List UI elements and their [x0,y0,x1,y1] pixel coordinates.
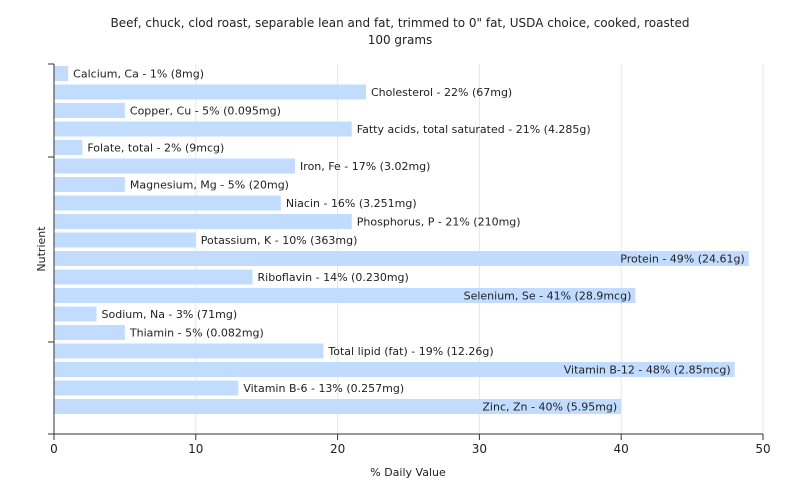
bar-label: Sodium, Na - 3% (71mg) [102,308,238,321]
bar-label: Vitamin B-12 - 48% (2.85mcg) [564,364,731,377]
bar [54,306,97,322]
axes: 0 10 20 30 40 50 [48,63,771,456]
bar [54,177,125,192]
x-tick-label: 0 [50,442,58,456]
y-axis-title: Nutrient [35,226,48,272]
x-tick-label: 40 [614,442,629,456]
bar [54,84,366,100]
bar-label: Protein - 49% (24.61g) [620,253,745,266]
bar [54,232,196,248]
bar-label: Potassium, K - 10% (363mg) [201,234,358,247]
bar-label: Cholesterol - 22% (67mg) [371,86,512,99]
bar [54,325,125,340]
bar [54,399,622,414]
x-axis-title: % Daily Value [370,466,446,479]
x-tick-label: 20 [330,442,345,456]
bar-label: Copper, Cu - 5% (0.095mg) [130,105,281,118]
bar [54,362,735,377]
chart-title: Beef, chuck, clod roast, separable lean … [111,16,690,30]
bar-label: Magnesium, Mg - 5% (20mg) [130,179,289,192]
bar-label: Selenium, Se - 41% (28.9mcg) [464,290,632,303]
bar [54,195,281,211]
bar-label: Vitamin B-6 - 13% (0.257mg) [243,382,404,395]
bar [54,158,296,174]
bar-label: Phosphorus, P - 21% (210mg) [357,216,521,229]
bars: Calcium, Ca - 1% (8mg) Cholesterol - 22% … [54,66,749,414]
bar [54,269,253,285]
x-tick-label: 30 [472,442,487,456]
bar-label: Iron, Fe - 17% (3.02mg) [300,160,430,173]
bar-label: Calcium, Ca - 1% (8mg) [73,68,204,81]
bar [54,288,636,303]
chart-subtitle: 100 grams [368,33,433,47]
bar-label: Riboflavin - 14% (0.230mg) [258,271,409,284]
bar-label: Folate, total - 2% (9mcg) [87,142,224,155]
bar [54,103,125,118]
bar-label: Total lipid (fat) - 19% (12.26g) [327,345,493,358]
bar-label: Niacin - 16% (3.251mg) [286,197,417,210]
bar [54,251,749,266]
x-tick-label: 10 [188,442,203,456]
plot-background [54,64,763,434]
bar-label: Thiamin - 5% (0.082mg) [129,327,264,340]
bar [54,343,324,359]
bar [54,66,69,81]
bar [54,214,352,229]
bar [54,380,239,396]
bar [54,121,352,137]
bar-label: Zinc, Zn - 40% (5.95mg) [482,401,617,414]
bar [54,140,83,155]
bar-label: Fatty acids, total saturated - 21% (4.28… [357,123,591,136]
x-tick-label: 50 [755,442,770,456]
